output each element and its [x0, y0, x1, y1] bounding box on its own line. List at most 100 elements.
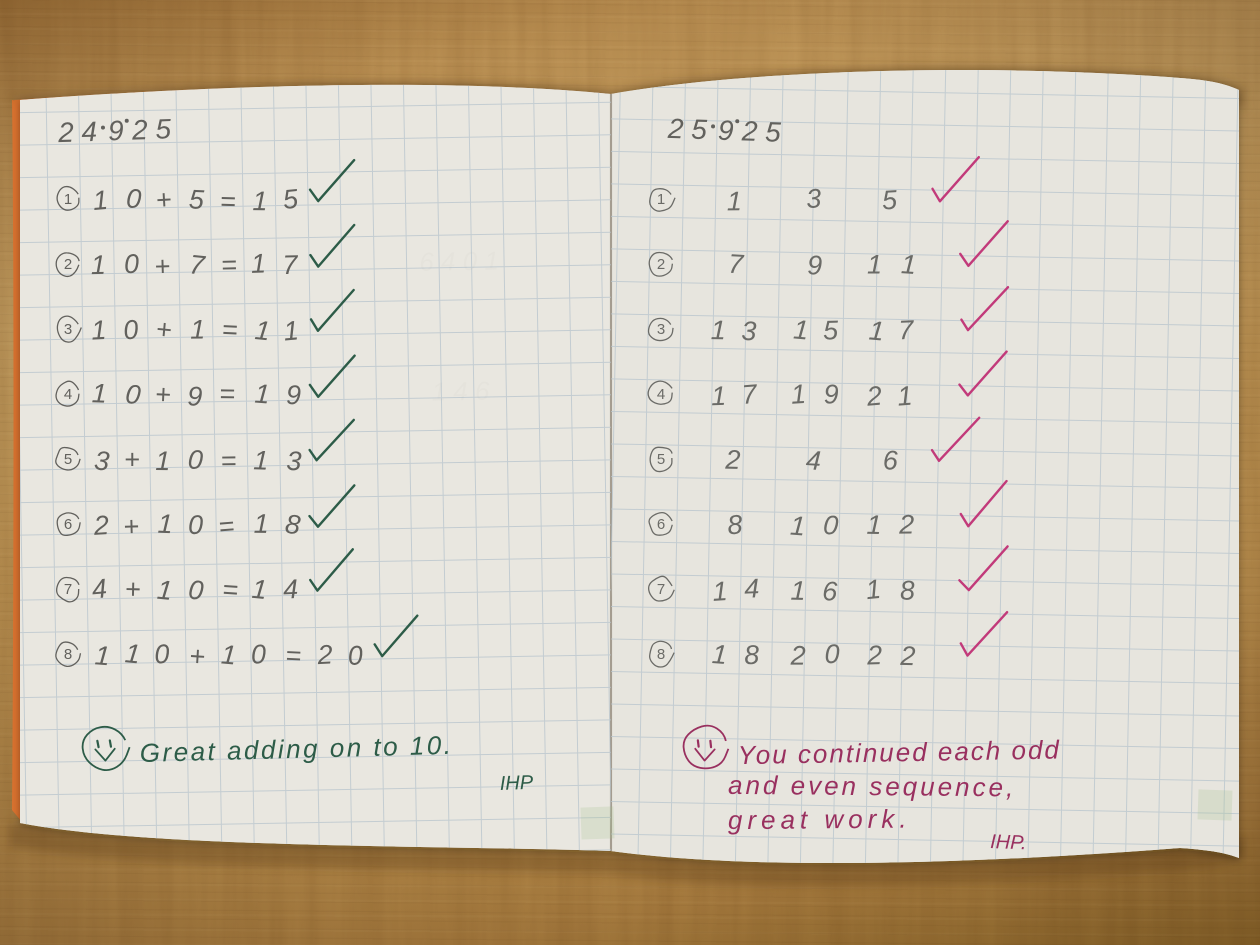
svg-text:5: 5: [188, 184, 205, 215]
svg-text:2 5: 2 5: [740, 115, 781, 147]
svg-text:3: 3: [657, 321, 665, 338]
svg-text:1: 1: [254, 509, 269, 539]
svg-text:1: 1: [220, 639, 237, 670]
svg-text:6 4 0 1: 6 4 0 1: [419, 245, 499, 276]
svg-text:1: 1: [90, 315, 107, 346]
svg-text:7: 7: [898, 315, 915, 346]
svg-text:1: 1: [866, 510, 882, 540]
svg-text:1: 1: [156, 575, 174, 606]
svg-text:8: 8: [899, 575, 916, 606]
svg-text:7: 7: [657, 581, 665, 598]
svg-text:1: 1: [900, 249, 917, 280]
svg-text:+: +: [124, 444, 140, 474]
svg-text:2: 2: [92, 510, 110, 541]
svg-text:1: 1: [789, 511, 806, 542]
svg-text:1: 1: [252, 186, 267, 216]
svg-text:1: 1: [657, 191, 665, 208]
svg-text:2: 2: [898, 510, 914, 540]
svg-text:9: 9: [807, 250, 822, 280]
svg-text:2: 2: [790, 641, 806, 671]
svg-text:1: 1: [254, 379, 271, 410]
svg-text:=: =: [221, 250, 237, 280]
svg-text:0: 0: [187, 575, 205, 606]
svg-text:2: 2: [899, 641, 916, 671]
svg-text:1: 1: [868, 315, 886, 346]
svg-text:1: 1: [64, 191, 72, 208]
svg-text:1: 1: [864, 574, 882, 605]
svg-text:and even sequence,: and even sequence,: [728, 770, 1016, 803]
svg-text:1 4 6: 1 4 6: [431, 376, 490, 407]
svg-text:1: 1: [727, 186, 742, 216]
svg-text:0: 0: [187, 444, 204, 475]
svg-text:=: =: [220, 446, 236, 476]
svg-text:0: 0: [824, 639, 839, 669]
svg-text:2: 2: [316, 639, 333, 670]
svg-text:3: 3: [64, 321, 72, 338]
svg-text:1: 1: [711, 639, 728, 670]
svg-text:0: 0: [125, 183, 142, 214]
svg-text:1: 1: [790, 576, 806, 606]
svg-text:5: 5: [881, 185, 899, 216]
svg-text:1: 1: [253, 445, 269, 475]
svg-text:1: 1: [94, 640, 111, 671]
svg-text:9: 9: [108, 115, 125, 147]
svg-text:You continued each odd: You continued each odd: [738, 734, 1062, 770]
svg-text:2: 2: [866, 640, 883, 670]
svg-text:9: 9: [286, 380, 301, 410]
svg-text:8: 8: [726, 509, 744, 540]
svg-text:2: 2: [724, 445, 741, 475]
svg-text:IHP.: IHP.: [990, 831, 1027, 854]
svg-text:2: 2: [64, 256, 72, 273]
svg-text:great work.: great work.: [728, 804, 912, 836]
svg-text:9: 9: [717, 115, 734, 147]
svg-text:1: 1: [867, 250, 882, 280]
svg-text:6: 6: [822, 576, 839, 607]
svg-text:9: 9: [187, 381, 202, 411]
svg-text:1: 1: [124, 638, 142, 669]
svg-text:4: 4: [90, 573, 108, 604]
svg-text:7: 7: [64, 581, 72, 598]
svg-text:3: 3: [93, 445, 110, 476]
svg-text:0: 0: [822, 510, 839, 541]
svg-text:0: 0: [154, 639, 170, 670]
svg-text:8: 8: [284, 509, 302, 540]
svg-text:=: =: [221, 574, 239, 605]
svg-text:3: 3: [286, 446, 302, 477]
svg-text:1: 1: [92, 185, 109, 216]
svg-text:7: 7: [727, 249, 745, 280]
svg-text:4: 4: [657, 386, 665, 403]
svg-text:1: 1: [254, 315, 272, 346]
svg-text:0: 0: [123, 249, 140, 280]
svg-text:0: 0: [347, 640, 364, 671]
svg-text:8: 8: [743, 640, 760, 671]
svg-text:6: 6: [64, 516, 72, 533]
svg-text:+: +: [154, 379, 171, 410]
svg-text:1: 1: [790, 379, 807, 410]
svg-text:+: +: [155, 314, 173, 345]
svg-text:=: =: [217, 511, 235, 542]
svg-text:9: 9: [823, 379, 839, 409]
svg-text:+: +: [123, 511, 140, 541]
svg-text:8: 8: [64, 646, 72, 663]
svg-text:2 4: 2 4: [57, 116, 98, 148]
svg-text:2 5: 2 5: [131, 113, 172, 145]
svg-text:4: 4: [805, 445, 822, 476]
svg-text:0: 0: [250, 639, 266, 669]
svg-text:2: 2: [865, 381, 884, 412]
svg-text:4: 4: [64, 386, 72, 403]
svg-text:=: =: [219, 379, 235, 409]
svg-text:+: +: [124, 574, 140, 604]
svg-text:3: 3: [741, 316, 757, 346]
svg-text:4: 4: [282, 574, 298, 605]
svg-text:5: 5: [64, 451, 72, 468]
svg-text:1: 1: [91, 250, 107, 280]
svg-text:=: =: [220, 186, 237, 216]
svg-text:1: 1: [91, 378, 107, 408]
svg-text:1: 1: [250, 248, 266, 278]
svg-text:4: 4: [744, 573, 760, 604]
svg-text:+: +: [188, 641, 206, 672]
svg-text:1: 1: [155, 446, 170, 476]
svg-text:+: +: [154, 251, 171, 281]
svg-text:1: 1: [251, 574, 269, 605]
svg-text:7: 7: [282, 250, 299, 280]
